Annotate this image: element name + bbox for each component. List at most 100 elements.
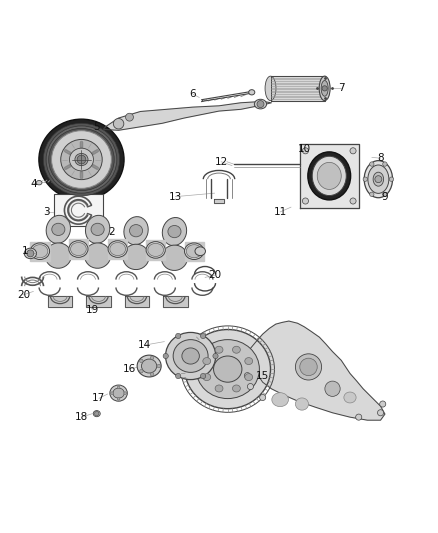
Circle shape xyxy=(117,398,120,400)
Ellipse shape xyxy=(215,346,223,353)
Circle shape xyxy=(302,198,308,204)
Ellipse shape xyxy=(52,131,111,188)
Circle shape xyxy=(124,392,127,394)
Polygon shape xyxy=(30,241,49,261)
Polygon shape xyxy=(69,239,88,259)
Circle shape xyxy=(378,410,384,416)
Ellipse shape xyxy=(368,165,389,193)
Circle shape xyxy=(77,155,86,164)
Circle shape xyxy=(257,101,264,108)
Ellipse shape xyxy=(295,354,321,380)
Circle shape xyxy=(176,333,181,338)
Circle shape xyxy=(117,386,120,389)
Ellipse shape xyxy=(108,241,127,257)
Text: 20: 20 xyxy=(17,290,30,300)
Circle shape xyxy=(350,148,356,154)
Circle shape xyxy=(150,373,154,376)
Circle shape xyxy=(383,162,387,166)
Bar xyxy=(54,193,103,227)
Ellipse shape xyxy=(203,374,211,381)
Circle shape xyxy=(157,364,160,368)
Ellipse shape xyxy=(196,340,259,399)
Circle shape xyxy=(383,192,387,197)
Circle shape xyxy=(350,198,356,204)
Ellipse shape xyxy=(344,392,356,403)
Ellipse shape xyxy=(85,215,110,244)
Ellipse shape xyxy=(245,358,253,365)
Circle shape xyxy=(322,86,327,91)
Circle shape xyxy=(150,356,154,359)
Text: 2: 2 xyxy=(109,228,115,237)
Ellipse shape xyxy=(195,247,205,256)
Ellipse shape xyxy=(75,154,88,166)
Ellipse shape xyxy=(43,123,120,196)
Ellipse shape xyxy=(45,243,71,268)
Circle shape xyxy=(389,177,394,181)
Text: 5: 5 xyxy=(93,122,100,132)
Text: 11: 11 xyxy=(273,207,287,217)
Text: 4: 4 xyxy=(30,179,37,189)
Circle shape xyxy=(370,192,374,197)
Ellipse shape xyxy=(141,359,157,373)
Circle shape xyxy=(140,369,143,373)
Ellipse shape xyxy=(214,356,242,382)
Ellipse shape xyxy=(161,245,187,270)
Circle shape xyxy=(163,353,168,359)
Text: 1: 1 xyxy=(21,246,28,256)
Text: 9: 9 xyxy=(381,192,388,201)
Ellipse shape xyxy=(71,243,86,256)
Ellipse shape xyxy=(173,340,208,373)
Ellipse shape xyxy=(186,245,202,258)
Ellipse shape xyxy=(308,152,351,200)
Text: 17: 17 xyxy=(92,393,106,403)
Text: 15: 15 xyxy=(256,370,269,381)
Circle shape xyxy=(302,148,308,154)
Ellipse shape xyxy=(46,215,71,244)
Circle shape xyxy=(113,118,124,129)
Text: 13: 13 xyxy=(169,192,182,201)
Ellipse shape xyxy=(70,148,93,171)
Ellipse shape xyxy=(185,329,271,409)
Circle shape xyxy=(126,113,134,121)
Text: 18: 18 xyxy=(75,412,88,422)
Ellipse shape xyxy=(203,358,211,365)
Text: 12: 12 xyxy=(215,157,228,167)
Ellipse shape xyxy=(124,216,148,245)
Polygon shape xyxy=(108,239,127,259)
Polygon shape xyxy=(245,321,385,420)
Polygon shape xyxy=(271,76,325,101)
Ellipse shape xyxy=(233,385,240,392)
Polygon shape xyxy=(163,296,187,306)
Ellipse shape xyxy=(148,244,163,256)
Circle shape xyxy=(375,176,382,183)
Ellipse shape xyxy=(46,126,117,193)
Polygon shape xyxy=(300,144,359,207)
Ellipse shape xyxy=(321,80,328,96)
Ellipse shape xyxy=(85,243,111,268)
Ellipse shape xyxy=(32,245,48,258)
Ellipse shape xyxy=(319,76,330,101)
Text: 16: 16 xyxy=(123,364,136,374)
Polygon shape xyxy=(125,296,149,306)
Ellipse shape xyxy=(49,128,114,191)
Ellipse shape xyxy=(249,90,255,95)
Ellipse shape xyxy=(130,224,143,237)
Polygon shape xyxy=(184,241,204,261)
Text: 19: 19 xyxy=(86,305,99,315)
Ellipse shape xyxy=(215,385,223,392)
Polygon shape xyxy=(146,240,165,260)
Ellipse shape xyxy=(162,217,187,246)
Text: 20: 20 xyxy=(208,270,221,280)
Circle shape xyxy=(27,250,34,257)
Ellipse shape xyxy=(93,410,100,417)
Ellipse shape xyxy=(325,381,340,397)
Ellipse shape xyxy=(166,333,216,379)
Circle shape xyxy=(260,394,266,400)
Ellipse shape xyxy=(317,163,341,189)
Circle shape xyxy=(213,353,218,359)
Circle shape xyxy=(356,414,362,420)
Circle shape xyxy=(247,384,254,390)
Ellipse shape xyxy=(69,241,88,257)
Ellipse shape xyxy=(254,99,267,109)
Circle shape xyxy=(201,333,206,338)
